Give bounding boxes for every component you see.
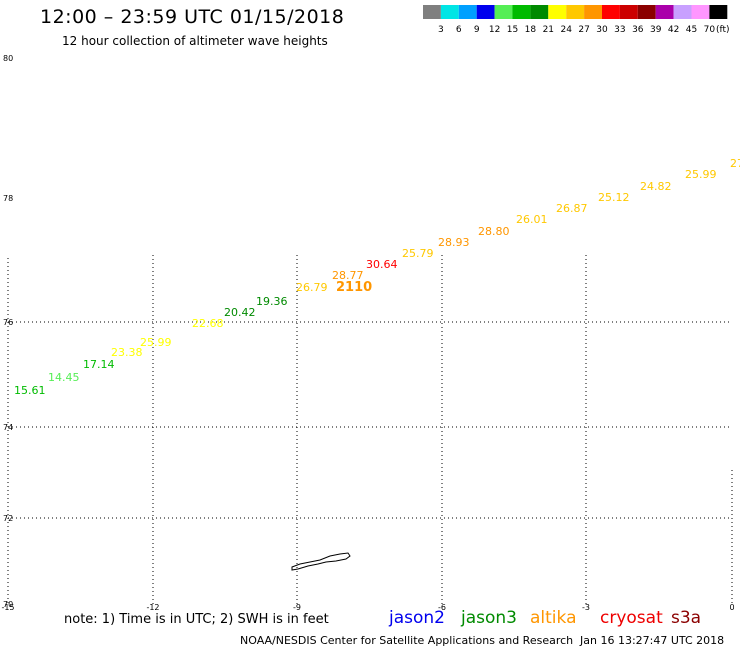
footer-note: note: 1) Time is in UTC; 2) SWH is in fe… [64,612,329,627]
satellite-altika-label: altika [530,608,577,628]
coordinate-labels: 80 78 76 74 72 70-15 -12 -9 -6 -3 0 [1,54,734,612]
wave-height-value: 17.14 [83,358,115,371]
map-title: 12:00 – 23:59 UTC 01/15/2018 [40,6,345,28]
legend-tick-label: 21 [543,25,554,35]
wave-height-value: 14.45 [48,371,80,384]
wave-height-value: 23.38 [111,346,143,359]
legend-swatch [602,5,620,19]
wave-height-value: 22.68 [192,317,224,330]
legend-tick-label: 30 [596,25,608,35]
satellite-jason2-label: jason2 [389,608,445,628]
wave-height-value: 25.79 [402,247,434,260]
longitude-label: -15 [1,603,14,612]
wave-height-value: 26.87 [556,202,588,215]
legend-tick-label: 9 [474,25,480,35]
legend-tick-label: 36 [632,25,644,35]
longitude-label: 0 [729,603,734,612]
legend-tick-label: 6 [456,25,462,35]
legend-swatch [637,5,656,19]
wave-height-value: 28.77 [332,269,364,282]
legend-swatch [548,5,567,19]
longitude-label: -12 [146,603,159,612]
color-scale-legend: 3 6 9 12 15 18 21 24 27 30 33 36 39 42 45 70 (ft) [423,5,730,35]
wave-height-value: 20.42 [224,306,256,319]
legend-swatch [673,5,692,19]
wave-height-value: 26.79 [296,281,328,294]
longitude-label: -6 [438,603,446,612]
legend-swatch [494,5,513,19]
pass-time-label: 2110 [336,280,372,295]
legend-units: (ft) [716,25,730,35]
latitude-label: 74 [3,423,13,432]
legend-tick-label: 15 [507,25,518,35]
legend-tick-label: 70 [704,25,716,35]
latitude-label: 80 [3,54,13,63]
legend-swatch [476,5,495,19]
legend-swatch [423,5,441,19]
legend-tick-label: 27 [578,25,589,35]
wave-height-value: 28.93 [438,236,470,249]
legend-tick-label: 33 [614,25,625,35]
generated-timestamp: Jan 16 13:27:47 UTC 2018 [580,634,725,647]
credit-line: NOAA/NESDIS Center for Satellite Applica… [240,634,574,647]
wave-height-value: 24.82 [640,180,672,193]
legend-tick-label: 3 [438,25,444,35]
legend-swatch [691,5,710,19]
latitude-label: 72 [3,514,13,523]
legend-tick-label: 39 [650,25,662,35]
legend-swatch [655,5,674,19]
legend-tick-label: 45 [686,25,697,35]
graticule [7,255,733,604]
wave-height-value: 27 [730,157,740,170]
legend-swatch [619,5,638,19]
satellite-jason3-label: jason3 [461,608,517,628]
longitude-label: -9 [293,603,301,612]
wave-height-value: 25.99 [140,336,172,349]
wave-height-value: 25.99 [685,168,717,181]
latitude-label: 76 [3,318,13,327]
map-subtitle: 12 hour collection of altimeter wave hei… [62,34,328,48]
legend-tick-label: 18 [525,25,537,35]
wave-height-value: 30.64 [366,258,398,271]
legend-tick-label: 42 [668,25,679,35]
legend-tick-label: 24 [560,25,572,35]
wave-height-value: 28.80 [478,225,510,238]
legend-swatch [458,5,477,19]
legend-swatch [566,5,585,19]
satellite-cryosat-label: cryosat [600,608,663,628]
legend-swatch [530,5,549,19]
wave-height-value: 19.36 [256,295,288,308]
latitude-label: 70 [3,600,13,609]
legend-swatch [512,5,531,19]
legend-tick-label: 12 [489,25,500,35]
wave-height-value: 15.61 [14,384,46,397]
altimeter-track: 15.6114.4517.1423.3825.9922.6820.4219.36… [14,157,740,397]
wave-height-value: 26.01 [516,213,548,226]
jan-mayen-island [291,552,351,571]
longitude-label: -3 [582,603,590,612]
legend-swatch [584,5,602,19]
latitude-label: 78 [3,194,13,203]
legend-swatch [440,5,459,19]
satellite-s3a-label: s3a [671,608,702,628]
wave-height-value: 25.12 [598,191,630,204]
legend-swatch [709,5,728,19]
